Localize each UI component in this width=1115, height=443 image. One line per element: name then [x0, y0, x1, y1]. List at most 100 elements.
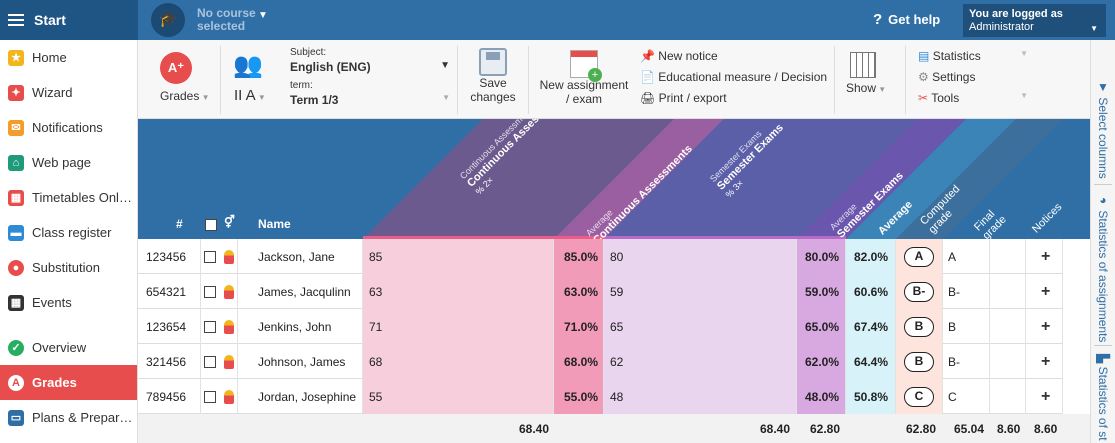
computed-grade-badge[interactable]: B: [904, 316, 934, 337]
course-line2: selected: [197, 19, 246, 33]
start-label: Start: [34, 12, 66, 28]
settings-menu[interactable]: ⚙ Settings: [918, 70, 975, 84]
term-value: Term 1/3: [290, 93, 339, 107]
sidebar-item-wizard[interactable]: ✦ Wizard: [0, 75, 137, 110]
cell-final[interactable]: A: [943, 239, 990, 274]
sidebar-item-label: Web page: [32, 155, 92, 170]
sidebar: ★ Home ✦ Wizard ✉ Notifications ⌂ Web page ▦ Time…: [0, 40, 138, 443]
cell-name[interactable]: Jenkins, John: [258, 309, 363, 344]
statistics-assignments-tab[interactable]: ◕ Statistics of assignments: [1096, 193, 1110, 342]
row-checkbox[interactable]: [204, 355, 216, 368]
total-final-a: 65.04: [954, 422, 985, 436]
new-notice-button[interactable]: 📌 New notice: [640, 49, 718, 63]
get-help-button[interactable]: ? Get help: [873, 11, 940, 28]
sidebar-item-timetables-onl[interactable]: ▦ Timetables Onl…: [0, 180, 137, 215]
person-swap-icon: ●: [8, 259, 24, 276]
cell-ca[interactable]: 68: [363, 344, 554, 379]
right-side-panel: ▼ Select columns ◕ Statistics of assignm…: [1090, 40, 1115, 443]
new-assignment-button[interactable]: + New assignment / exam: [538, 50, 630, 106]
add-notice-button[interactable]: +: [1026, 379, 1063, 414]
cell-name[interactable]: Jordan, Josephine: [258, 379, 363, 414]
statistics-menu[interactable]: ▤ Statistics ▼: [918, 49, 1028, 63]
total-computed: 62.80: [906, 422, 937, 436]
add-notice-button[interactable]: +: [1026, 344, 1063, 379]
login-dropdown[interactable]: You are logged as Administrator ▼: [963, 4, 1106, 37]
grades-icon[interactable]: A⁺: [160, 52, 192, 84]
cell-se-avg: 59.0%: [797, 274, 846, 309]
computed-grade-badge[interactable]: B: [904, 351, 934, 372]
empty-cell[interactable]: [990, 379, 1026, 414]
add-notice-button[interactable]: +: [1026, 309, 1063, 344]
empty-cell[interactable]: [990, 274, 1026, 309]
cell-se[interactable]: 62: [604, 344, 797, 379]
term-select[interactable]: Term 1/3 ▼: [290, 93, 450, 107]
cell-final[interactable]: B-: [943, 344, 990, 379]
cell-se[interactable]: 48: [604, 379, 797, 414]
student-avatar-icon: [224, 389, 234, 404]
chevron-down-icon[interactable]: ▼: [258, 10, 268, 21]
login-user: Administrator: [969, 21, 1034, 33]
row-checkbox[interactable]: [204, 285, 216, 298]
sidebar-item-plans-prepar[interactable]: ▭ Plans & Prepar…: [0, 400, 137, 435]
tools-menu[interactable]: ✂ Tools ▼: [918, 91, 1028, 105]
row-checkbox[interactable]: [204, 320, 216, 333]
class-dropdown[interactable]: II A ▼: [234, 87, 266, 104]
grades-dropdown[interactable]: Grades ▼: [160, 89, 210, 103]
document-icon: 📄: [640, 70, 655, 84]
empty-cell[interactable]: [990, 309, 1026, 344]
computed-grade-badge[interactable]: A: [904, 246, 934, 267]
cell-se[interactable]: 65: [604, 309, 797, 344]
add-notice-button[interactable]: +: [1026, 274, 1063, 309]
cell-ca[interactable]: 55: [363, 379, 554, 414]
select-all-checkbox[interactable]: [205, 219, 217, 231]
statistics-students-tab[interactable]: ▙ Statistics of st: [1096, 354, 1110, 441]
sidebar-item-label: Wizard: [32, 85, 73, 100]
subject-select[interactable]: English (ENG) ▼: [290, 60, 450, 74]
cell-final[interactable]: B: [943, 309, 990, 344]
sidebar-item-substitution[interactable]: ● Substitution: [0, 250, 137, 285]
select-columns-tab[interactable]: ▼ Select columns: [1096, 80, 1110, 179]
computed-grade-badge[interactable]: B-: [904, 281, 934, 302]
cell-se[interactable]: 59: [604, 274, 797, 309]
check-circle-icon: ✓: [8, 339, 24, 356]
save-changes-button[interactable]: Save changes: [464, 48, 522, 104]
cell-final[interactable]: B-: [943, 274, 990, 309]
book-icon: ▬: [8, 224, 24, 241]
cell-name[interactable]: Johnson, James: [258, 344, 363, 379]
computed-grade-badge[interactable]: C: [904, 386, 934, 407]
cell-ca[interactable]: 63: [363, 274, 554, 309]
course-selector[interactable]: No course selected: [197, 7, 256, 33]
new-assignment-line1: New assignment: [539, 78, 629, 92]
row-checkbox[interactable]: [204, 390, 216, 403]
graduation-cap-icon[interactable]: 🎓: [151, 3, 185, 37]
cell-avg: 50.8%: [846, 379, 896, 414]
sidebar-item-label: Events: [32, 295, 72, 310]
row-checkbox[interactable]: [204, 250, 216, 263]
avatar-cell: [224, 344, 238, 379]
print-export-button[interactable]: 🖨 Print / export: [640, 91, 727, 105]
empty-cell[interactable]: [990, 344, 1026, 379]
cell-final[interactable]: C: [943, 379, 990, 414]
cell-name[interactable]: James, Jacqulinn: [258, 274, 363, 309]
show-dropdown[interactable]: Show ▼: [846, 52, 896, 95]
cell-se-avg: 80.0%: [797, 239, 846, 274]
sidebar-item-grades[interactable]: A Grades: [0, 365, 137, 400]
sidebar-item-events[interactable]: ▦ Events: [0, 285, 137, 320]
col-name[interactable]: Name: [258, 217, 291, 231]
sidebar-item-overview[interactable]: ✓ Overview: [0, 330, 137, 365]
cell-ca[interactable]: 71: [363, 309, 554, 344]
sidebar-item-notifications[interactable]: ✉ Notifications: [0, 110, 137, 145]
cell-ca[interactable]: 85: [363, 239, 554, 274]
empty-cell[interactable]: [990, 239, 1026, 274]
educational-measure-button[interactable]: 📄 Educational measure / Decision: [640, 70, 827, 84]
cell-se[interactable]: 80: [604, 239, 797, 274]
cell-avg: 60.6%: [846, 274, 896, 309]
help-label: Get help: [888, 12, 941, 27]
total-notices: 8.60: [1034, 422, 1058, 436]
sidebar-item-web-page[interactable]: ⌂ Web page: [0, 145, 137, 180]
sidebar-item-home[interactable]: ★ Home: [0, 40, 137, 75]
add-notice-button[interactable]: +: [1026, 239, 1063, 274]
cell-name[interactable]: Jackson, Jane: [258, 239, 363, 274]
start-menu-button[interactable]: Start: [0, 0, 138, 40]
sidebar-item-class-register[interactable]: ▬ Class register: [0, 215, 137, 250]
